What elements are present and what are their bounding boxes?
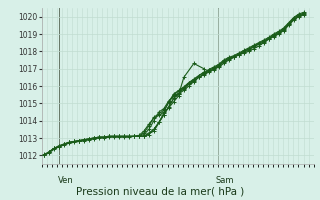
Text: Pression niveau de la mer( hPa ): Pression niveau de la mer( hPa ) <box>76 186 244 196</box>
Text: Ven: Ven <box>58 176 74 185</box>
Text: Sam: Sam <box>215 176 234 185</box>
